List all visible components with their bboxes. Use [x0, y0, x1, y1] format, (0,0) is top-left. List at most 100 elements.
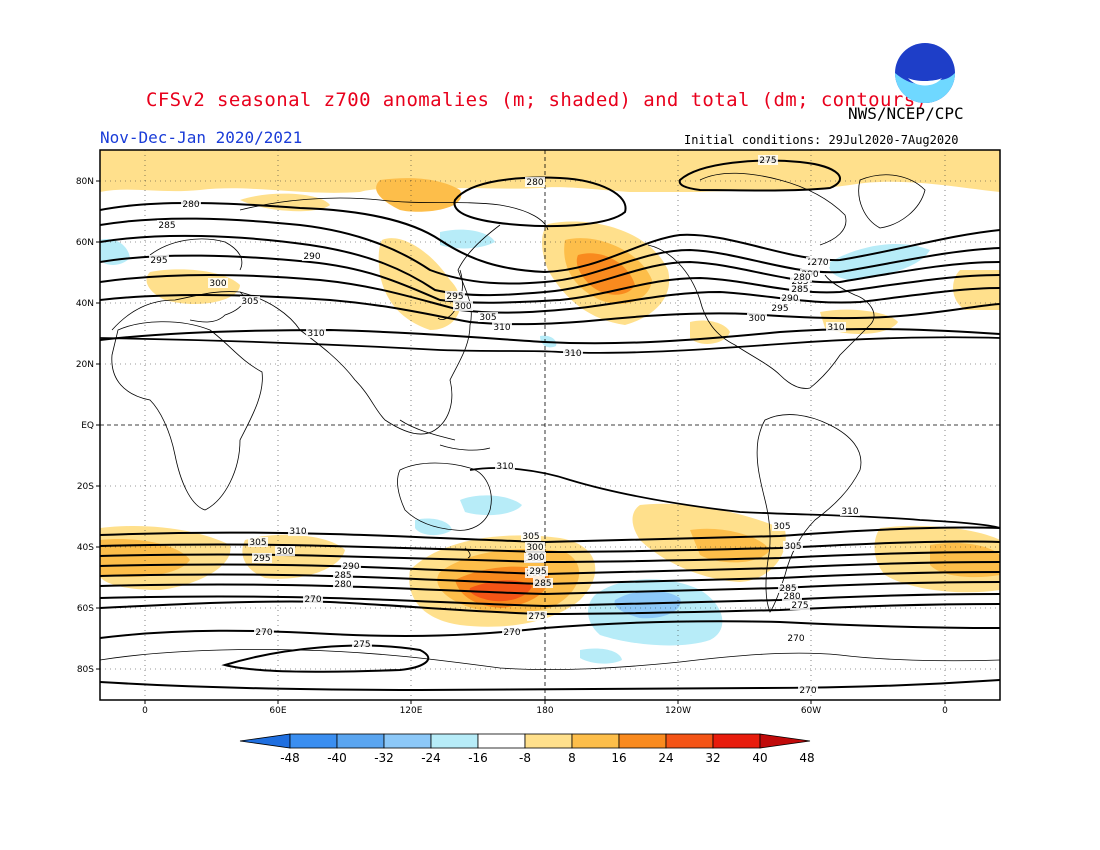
coastlines — [100, 172, 1000, 671]
contour-label-bg — [528, 566, 548, 576]
contour-label: 295 — [529, 567, 546, 577]
contour-label: 300 — [209, 279, 226, 289]
colorbar-label: 48 — [799, 751, 814, 765]
contour-labels: 2752802802852902953003053103103103103053… — [149, 155, 860, 696]
contour-label: 270 — [304, 595, 321, 605]
colorbar-label: -24 — [421, 751, 441, 765]
contour-label: 295 — [771, 304, 788, 314]
contour-label-bg — [453, 301, 473, 311]
contour-label: 295 — [446, 292, 463, 302]
longitude-ticks: 0 60E 120E 180 120W 60W 0 — [142, 700, 948, 716]
contour-label: 270 — [255, 628, 272, 638]
contour-label-bg — [157, 220, 177, 230]
lat-tick-label: 20N — [76, 360, 94, 370]
contour-label: 300 — [276, 547, 293, 557]
contour-label-bg — [782, 591, 802, 601]
lat-tick-label: 40N — [76, 299, 94, 309]
contour-label-bg — [248, 537, 268, 547]
colorbar-label: -48 — [280, 751, 300, 765]
contour-label-bg — [252, 553, 272, 563]
contour-label-bg — [502, 627, 522, 637]
colorbar: -48 -40 -32 -24 -16 -8 8 16 24 32 40 48 — [239, 733, 815, 765]
colorbar-swatch — [289, 733, 338, 749]
contour-label-bg — [495, 461, 515, 471]
contour-label-bg — [758, 155, 778, 165]
contour-label-bg — [333, 579, 353, 589]
contour-label-bg — [240, 296, 260, 306]
lat-tick-label: 40S — [77, 543, 94, 553]
lat-tick-label: EQ — [81, 421, 94, 431]
contour-label-bg — [492, 322, 512, 332]
contour-label-bg — [181, 199, 201, 209]
contour-label-bg — [275, 546, 295, 556]
contour-label-bg — [527, 611, 547, 621]
lat-tick-label: 60S — [77, 604, 94, 614]
colorbar-swatch — [618, 733, 667, 749]
contour-label-bg — [770, 303, 790, 313]
contour-label-bg — [790, 600, 810, 610]
colorbar-label: 32 — [705, 751, 720, 765]
contour-label: 310 — [493, 323, 510, 333]
contour-label: 310 — [307, 329, 324, 339]
contour-label: 310 — [289, 527, 306, 537]
contour-label: 285 — [534, 579, 551, 589]
contour-label: 305 — [249, 538, 266, 548]
colorbar-label: -40 — [327, 751, 347, 765]
contour-label: 300 — [527, 553, 544, 563]
lon-tick-label: 120W — [665, 706, 691, 716]
contour-label-bg — [341, 561, 361, 571]
contour-label: 270 — [811, 258, 828, 268]
colorbar-label: 8 — [568, 751, 576, 765]
colorbar-label: -16 — [468, 751, 488, 765]
contour-label: 275 — [528, 612, 545, 622]
contour-label-bg — [747, 313, 767, 323]
contour-label-bg — [826, 322, 846, 332]
lat-tick-label: 80N — [76, 177, 94, 187]
colorbar-max-arrow — [759, 733, 811, 749]
colorbar-label: 16 — [611, 751, 626, 765]
noaa-logo-icon — [895, 43, 955, 103]
lon-tick-label: 120E — [400, 706, 423, 716]
latitude-ticks: 80N 60N 40N 20N EQ 20S 40S 60S 80S — [76, 177, 100, 675]
contour-label-bg — [333, 570, 353, 580]
contour-label-bg — [790, 284, 810, 294]
contour-label-bg — [783, 541, 803, 551]
contour-label-bg — [792, 272, 812, 282]
colorbar-label: -8 — [519, 751, 531, 765]
colorbar-label: 24 — [658, 751, 673, 765]
contour-label: 290 — [342, 562, 359, 572]
contour-label: 275 — [759, 156, 776, 166]
contour-label-bg — [254, 627, 274, 637]
colorbar-swatch — [571, 733, 620, 749]
contour-label: 270 — [503, 628, 520, 638]
contour-label: 310 — [827, 323, 844, 333]
contour-label: 280 — [793, 273, 810, 283]
contour-label-bg — [786, 633, 806, 643]
lon-tick-label: 180 — [536, 706, 553, 716]
reference-lines — [100, 150, 1000, 700]
contour-label: 270 — [799, 686, 816, 696]
contour-label: 310 — [496, 462, 513, 472]
contour-label: 300 — [526, 543, 543, 553]
contour-label: 285 — [158, 221, 175, 231]
contour-label: 295 — [253, 554, 270, 564]
contour-label: 280 — [182, 200, 199, 210]
colorbar-swatch — [336, 733, 385, 749]
contour-label: 280 — [783, 592, 800, 602]
contour-label: 270 — [787, 634, 804, 644]
contour-label-bg — [445, 291, 465, 301]
contour-label: 280 — [526, 178, 543, 188]
contour-label: 295 — [150, 256, 167, 266]
lat-tick-label: 80S — [77, 665, 94, 675]
contour-label: 285 — [779, 584, 796, 594]
colorbar-swatch — [712, 733, 761, 749]
contour-label-bg — [306, 328, 326, 338]
colorbar-swatch — [430, 733, 479, 749]
lon-tick-label: 60E — [269, 706, 286, 716]
contour-label: 280 — [334, 580, 351, 590]
lon-tick-label: 0 — [942, 706, 948, 716]
contour-label-bg — [798, 685, 818, 695]
contour-label-bg — [352, 639, 372, 649]
colorbar-swatch — [665, 733, 714, 749]
